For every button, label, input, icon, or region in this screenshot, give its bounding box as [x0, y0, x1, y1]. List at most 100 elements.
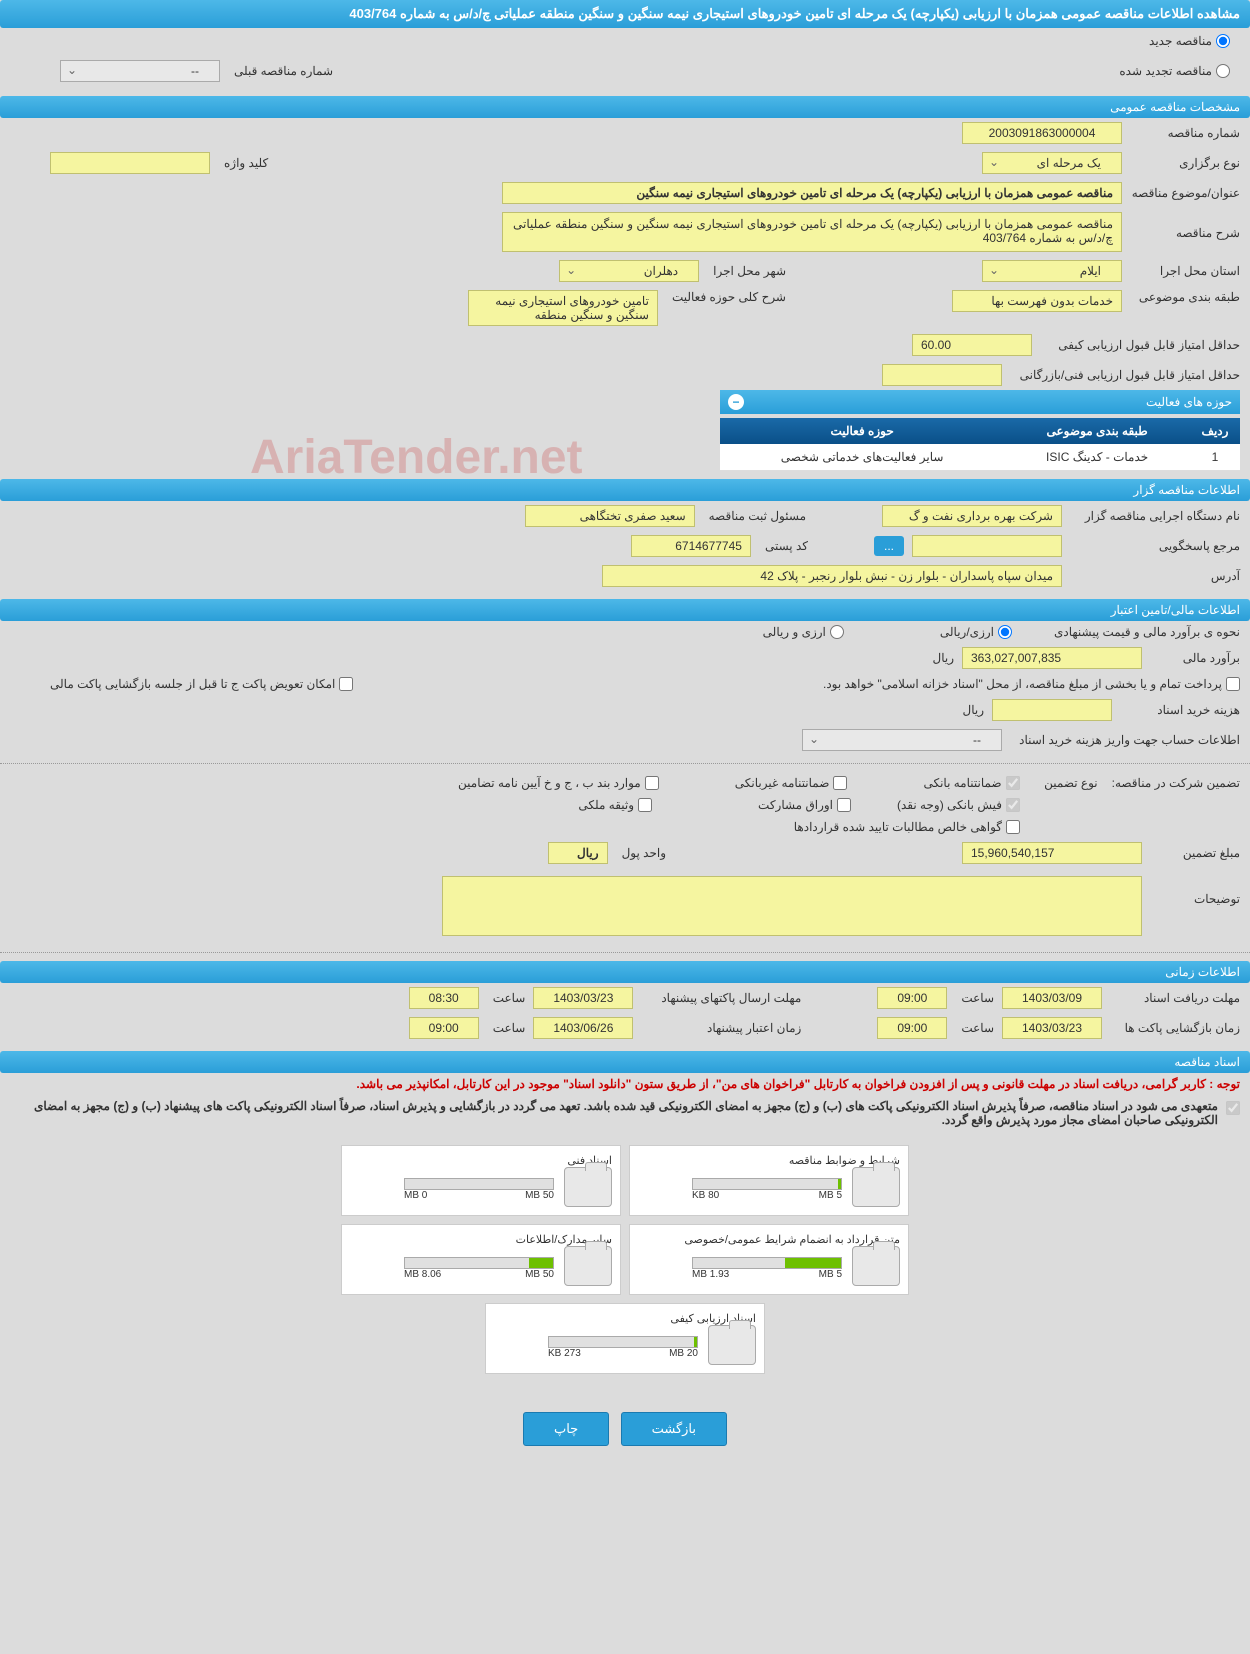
radio-both[interactable] [830, 625, 844, 639]
doc-card[interactable]: سایر مدارک/اطلاعات 50 MB8.06 MB [341, 1224, 621, 1295]
chk-bond-label: اوراق مشارکت [758, 798, 833, 812]
chk-deed-label: وثیقه ملکی [578, 798, 634, 812]
progress-bar [692, 1178, 842, 1190]
subject-label: عنوان/موضوع مناقصه [1130, 186, 1240, 200]
progress-bar [404, 1178, 554, 1190]
scope-value: تامین خودروهای استیجاری نیمه سنگین و سنگ… [468, 290, 658, 326]
doc-card[interactable]: شرایط و ضوابط مناقصه 5 MB80 KB [629, 1145, 909, 1216]
chk-bond[interactable] [837, 798, 851, 812]
radio-renewed-tender-label: مناقصه تجدید شده [1113, 64, 1212, 78]
doc-card[interactable]: اسناد فنی 50 MB0 MB [341, 1145, 621, 1216]
chk-replace[interactable] [339, 677, 353, 691]
chk-nonbank[interactable] [833, 776, 847, 790]
chk-bank-label: ضمانتنامه بانکی [923, 776, 1001, 790]
min-tech-label: حداقل امتیاز قابل قبول ارزیابی فنی/بازرگ… [1010, 368, 1240, 382]
doc-card[interactable]: متن قرارداد به انضمام شرایط عمومی/خصوصی … [629, 1224, 909, 1295]
doc-card[interactable]: اسناد ارزیابی کیفی 20 MB273 KB [485, 1303, 765, 1374]
section-docs: اسناد مناقصه [0, 1051, 1250, 1073]
folder-icon [852, 1246, 900, 1286]
receive-label: مهلت دریافت اسناد [1110, 991, 1240, 1005]
credit-time: 09:00 [409, 1017, 479, 1039]
province-dropdown[interactable]: ایلام [982, 260, 1122, 282]
time-label-3: ساعت [955, 1021, 994, 1035]
watermark: AriaTender.net [250, 430, 583, 485]
section-financial: اطلاعات مالی/تامین اعتبار [0, 599, 1250, 621]
submit-label: مهلت ارسال پاکتهای پیشنهاد [641, 991, 801, 1005]
holder-name-value: شرکت بهره برداری نفت و گ [882, 505, 1062, 527]
print-button[interactable]: چاپ [523, 1412, 609, 1446]
credit-date: 1403/06/26 [533, 1017, 633, 1039]
min-qual-label: حداقل امتیاز قابل قبول ارزیابی کیفی [1040, 338, 1240, 352]
progress-bar [548, 1336, 698, 1348]
financial-note2: امکان تعویض پاکت ج تا قبل از جلسه بازگشا… [50, 677, 335, 691]
chk-claims-label: گواهی خالص مطالبات تایید شده قراردادها [794, 820, 1002, 834]
section-general: مشخصات مناقصه عمومی [0, 96, 1250, 118]
activity-col-class: طبقه بندی موضوعی [1004, 418, 1190, 444]
tender-no-value: 2003091863000004 [962, 122, 1122, 144]
guarantee-label: تضمین شرکت در مناقصه: [1106, 776, 1240, 790]
folder-icon [564, 1246, 612, 1286]
progress-bar [404, 1257, 554, 1269]
keyword-value[interactable] [50, 152, 210, 174]
holder-address-label: آدرس [1070, 569, 1240, 583]
radio-new-tender[interactable] [1216, 34, 1230, 48]
fin-desc-label: توضیحات [1150, 872, 1240, 906]
holder-postal-label: کد پستی [759, 539, 808, 553]
submit-time: 08:30 [409, 987, 479, 1009]
radio-rial-label: ارزی/ریالی [940, 625, 994, 639]
prev-tender-dropdown[interactable]: -- [60, 60, 220, 82]
doc-size: 5 MB1.93 MB [692, 1269, 842, 1280]
holder-address-value: میدان سپاه پاسداران - بلوار زن - نبش بلو… [602, 565, 1062, 587]
account-dropdown[interactable]: -- [802, 729, 1002, 751]
radio-renewed-tender[interactable] [1216, 64, 1230, 78]
table-row: 1خدمات - کدینگ ISICسایر فعالیت‌های خدمات… [720, 444, 1240, 471]
page-title: مشاهده اطلاعات مناقصه عمومی همزمان با ار… [0, 0, 1250, 28]
city-label: شهر محل اجرا [707, 264, 786, 278]
holder-ref-value[interactable] [912, 535, 1062, 557]
scope-label: شرح کلی حوزه فعالیت [666, 290, 786, 304]
chk-clause-label: موارد بند ب ، ج و خ آیین نامه تضامین [458, 776, 641, 790]
activity-header-bar: حوزه های فعالیت − [720, 390, 1240, 414]
docs-agree-note: متعهدی می شود در اسناد مناقصه، صرفاً پذی… [10, 1099, 1218, 1127]
type-dropdown[interactable]: یک مرحله ای [982, 152, 1122, 174]
province-label: استان محل اجرا [1130, 264, 1240, 278]
doc-size: 20 MB273 KB [548, 1348, 698, 1359]
progress-bar [692, 1257, 842, 1269]
purchase-currency: ریال [956, 703, 984, 717]
financial-note1: پرداخت تمام و یا بخشی از مبلغ مناقصه، از… [823, 677, 1222, 691]
type-label: نوع برگزاری [1130, 156, 1240, 170]
doc-title: سایر مدارک/اطلاعات [350, 1233, 612, 1246]
chk-nonbank-label: ضمانتنامه غیربانکی [735, 776, 830, 790]
open-time: 09:00 [877, 1017, 947, 1039]
receive-time: 09:00 [877, 987, 947, 1009]
time-label-4: ساعت [487, 1021, 526, 1035]
radio-both-label: ارزی و ریالی [763, 625, 826, 639]
chk-treasury[interactable] [1226, 677, 1240, 691]
fin-desc-box[interactable] [442, 876, 1142, 936]
holder-ref-button[interactable]: ... [874, 536, 904, 556]
receive-date: 1403/03/09 [1002, 987, 1102, 1009]
chk-deed[interactable] [638, 798, 652, 812]
chk-claims[interactable] [1006, 820, 1020, 834]
collapse-icon[interactable]: − [728, 394, 744, 410]
back-button[interactable]: بازگشت [621, 1412, 727, 1446]
chk-clause[interactable] [645, 776, 659, 790]
doc-size: 5 MB80 KB [692, 1190, 842, 1201]
section-timing: اطلاعات زمانی [0, 961, 1250, 983]
folder-icon [852, 1167, 900, 1207]
submit-date: 1403/03/23 [533, 987, 633, 1009]
holder-ref-label: مرجع پاسخگویی [1070, 539, 1240, 553]
docs-container: شرایط و ضوابط مناقصه 5 MB80 KB اسناد فنی… [0, 1131, 1250, 1388]
amount-value: 15,960,540,157 [962, 842, 1142, 864]
city-dropdown[interactable]: دهلران [559, 260, 699, 282]
doc-title: اسناد ارزیابی کیفی [494, 1312, 756, 1325]
activity-col-row: ردیف [1190, 418, 1240, 444]
activity-col-field: حوزه فعالیت [720, 418, 1004, 444]
prev-tender-label: شماره مناقصه قبلی [228, 64, 333, 78]
subject-value: مناقصه عمومی همزمان با ارزیابی (یکپارچه)… [502, 182, 1122, 204]
purchase-value[interactable] [992, 699, 1112, 721]
est-value: 363,027,007,835 [962, 647, 1142, 669]
doc-title: اسناد فنی [350, 1154, 612, 1167]
radio-rial[interactable] [998, 625, 1012, 639]
open-date: 1403/03/23 [1002, 1017, 1102, 1039]
